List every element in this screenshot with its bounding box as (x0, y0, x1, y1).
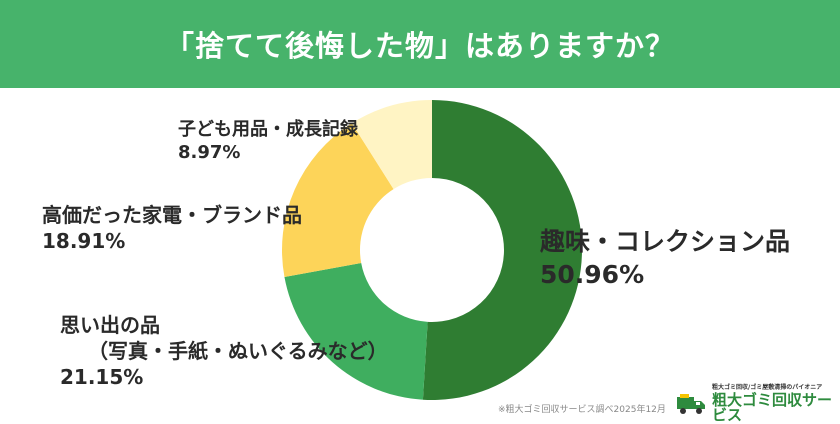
label-hobby-name: 趣味・コレクション品 (540, 227, 791, 256)
pie-slice-3 (282, 123, 394, 278)
label-kids-name: 子ども用品・成長記録 (178, 119, 358, 140)
label-kids-pct: 8.97% (178, 142, 241, 164)
label-appliance-name: 高価だった家電・ブランド品 (42, 203, 302, 227)
label-memories-sub: （写真・手紙・ぬいぐるみなど） (88, 339, 388, 363)
truck-icon (676, 392, 706, 416)
pie-slice-1 (422, 100, 582, 400)
logo-tagline: 粗大ゴミ回収/ゴミ屋敷清掃のパイオニア (712, 384, 823, 391)
label-memories-name: 思い出の品 (60, 313, 160, 337)
company-logo: 粗大ゴミ回収/ゴミ屋敷清掃のパイオニア 粗大ゴミ回収サービス (676, 385, 836, 423)
label-appliance: 高価だった家電・ブランド品 18.91% (42, 202, 302, 254)
label-memories: 思い出の品 （写真・手紙・ぬいぐるみなど） 21.15% (60, 312, 388, 390)
logo-name: 粗大ゴミ回収サービス (712, 391, 833, 424)
pie-slice-2 (284, 262, 428, 400)
label-appliance-pct: 18.91% (42, 229, 126, 253)
pie-slice-4 (351, 100, 432, 190)
source-note: ※粗大ゴミ回収サービス調べ2025年12月 (498, 405, 666, 415)
label-memories-pct: 21.15% (60, 365, 144, 389)
chart-title: 「捨てて後悔した物」はありますか？ (164, 29, 675, 63)
label-hobby-pct: 50.96% (540, 259, 645, 289)
label-hobby: 趣味・コレクション品 50.96% (540, 226, 790, 291)
header-banner: 「捨てて後悔した物」はありますか？ (0, 0, 840, 88)
label-kids: 子ども用品・成長記録 8.97% (178, 118, 358, 165)
